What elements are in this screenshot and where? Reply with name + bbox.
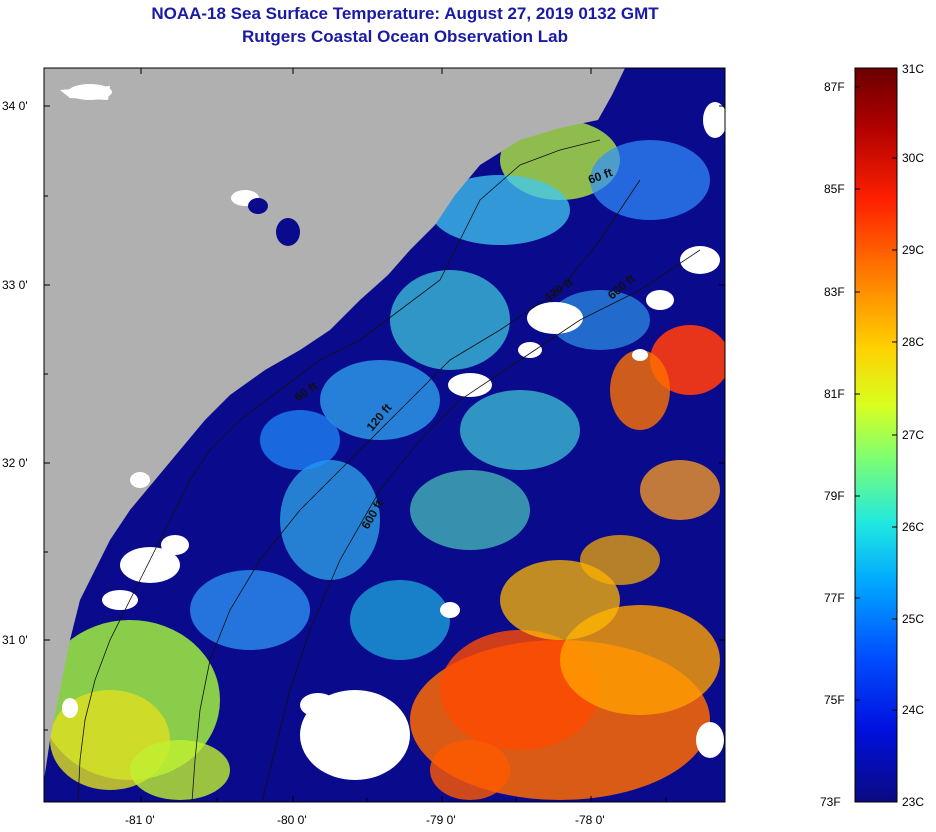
contour-120ft bbox=[191, 179, 641, 802]
contour-60ft bbox=[77, 139, 601, 802]
lat-ticks bbox=[44, 105, 725, 731]
map-title: NOAA-18 Sea Surface Temperature: August … bbox=[151, 4, 659, 23]
cb-f-87: 87F bbox=[824, 80, 845, 94]
warm-water-patches bbox=[410, 325, 725, 800]
cb-c-24: 24C bbox=[902, 703, 924, 717]
land-mass bbox=[44, 68, 625, 780]
lon-label-79: -79 0' bbox=[426, 813, 456, 827]
land-cloud-patches bbox=[60, 84, 259, 206]
contour-600ft bbox=[261, 249, 701, 802]
depth-contours bbox=[77, 139, 701, 802]
lon-ticks bbox=[140, 68, 667, 802]
lon-label-78: -78 0' bbox=[575, 813, 605, 827]
cb-c-26: 26C bbox=[902, 520, 924, 534]
cb-c-23: 23C bbox=[902, 795, 924, 809]
colorbar-gradient bbox=[854, 67, 898, 803]
lat-label-31: 31 0' bbox=[2, 633, 28, 647]
map-subtitle: Rutgers Coastal Ocean Observation Lab bbox=[242, 27, 568, 46]
lat-label-32: 32 0' bbox=[2, 456, 28, 470]
lon-label-80: -80 0' bbox=[277, 813, 307, 827]
cb-c-25: 25C bbox=[902, 612, 924, 626]
cb-f-83: 83F bbox=[824, 285, 845, 299]
map-body bbox=[44, 68, 725, 802]
cb-c-27: 27C bbox=[902, 428, 924, 442]
cb-f-77: 77F bbox=[824, 591, 845, 605]
cb-f-81: 81F bbox=[824, 387, 845, 401]
cb-f-85: 85F bbox=[824, 182, 845, 196]
colorbar-ticks bbox=[855, 86, 897, 711]
cb-c-29: 29C bbox=[902, 243, 924, 257]
cb-f-75: 75F bbox=[824, 693, 845, 707]
colorbar: 87F 85F 83F 81F 79F 77F 75F 73F 31C 30C … bbox=[820, 62, 924, 809]
cb-f-79: 79F bbox=[824, 489, 845, 503]
cloud-patches bbox=[62, 102, 725, 780]
lat-label-34: 34 0' bbox=[2, 99, 28, 113]
cb-f-73: 73F bbox=[820, 795, 841, 809]
lon-label-81: -81 0' bbox=[125, 813, 155, 827]
map-frame bbox=[43, 67, 726, 803]
inland-lake bbox=[276, 218, 300, 246]
lat-label-33: 33 0' bbox=[2, 278, 28, 292]
cb-c-28: 28C bbox=[902, 335, 924, 349]
cb-c-31: 31C bbox=[902, 62, 924, 76]
cb-c-30: 30C bbox=[902, 151, 924, 165]
